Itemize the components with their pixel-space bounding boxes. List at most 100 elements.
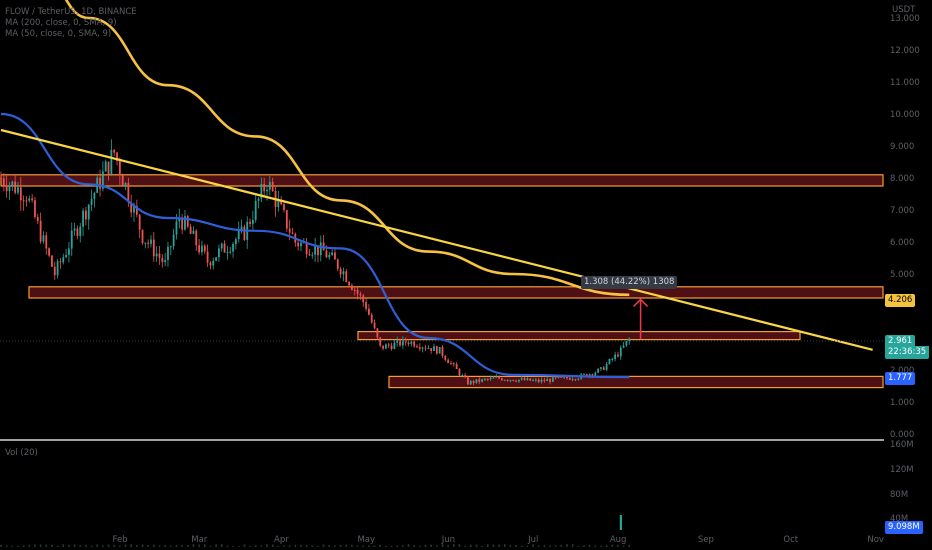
candle-body bbox=[31, 198, 34, 201]
candle-body bbox=[455, 364, 458, 370]
candle-body bbox=[130, 202, 133, 213]
candle-body bbox=[566, 376, 568, 379]
candle-body bbox=[540, 379, 543, 382]
candle-body bbox=[280, 200, 283, 205]
volume-bar bbox=[237, 545, 240, 547]
candle-body bbox=[138, 214, 141, 230]
candle-body bbox=[150, 239, 152, 244]
volume-bar bbox=[407, 544, 410, 547]
candle-body bbox=[574, 379, 577, 381]
measurement-tool[interactable] bbox=[633, 298, 649, 340]
volume-bar bbox=[73, 544, 76, 547]
volume-bar bbox=[5, 545, 8, 547]
candle-body bbox=[353, 289, 356, 291]
volume-bar bbox=[45, 544, 48, 547]
candle-body bbox=[441, 347, 444, 356]
ma50-legend[interactable]: MA (50, close, 0, SMA, 9) bbox=[5, 29, 112, 39]
volume-legend[interactable]: Vol (20) bbox=[5, 448, 38, 458]
volume-bar bbox=[300, 544, 302, 547]
candle-body bbox=[45, 235, 48, 249]
candle-body bbox=[220, 243, 223, 249]
candle-body bbox=[121, 175, 124, 186]
candle-body bbox=[56, 261, 59, 276]
volume-bar bbox=[549, 545, 551, 547]
candle-body bbox=[444, 355, 447, 360]
candle-body bbox=[458, 369, 461, 376]
ma200-legend[interactable]: MA (200, close, 0, SMA, 9) bbox=[5, 18, 117, 28]
y-tick-label: 10.000 bbox=[890, 110, 920, 120]
price-axis[interactable]: 13.000 12.000 11.000 10.000 9.000 8.000 7.000 6… bbox=[890, 14, 920, 524]
zone-rect-1[interactable] bbox=[0, 174, 884, 187]
volume-bar bbox=[328, 545, 331, 547]
volume-bar bbox=[119, 545, 121, 547]
candle-body bbox=[591, 374, 594, 376]
candle-body bbox=[351, 285, 353, 290]
descending-trendline[interactable] bbox=[0, 128, 873, 351]
candle-body bbox=[215, 257, 217, 261]
zone-rect-4[interactable] bbox=[388, 375, 884, 389]
y-tick-label: 2.000 bbox=[890, 366, 914, 376]
candle-body bbox=[509, 379, 512, 381]
candle-body bbox=[362, 295, 365, 303]
candle-body bbox=[421, 347, 424, 349]
candle-body bbox=[498, 376, 500, 379]
candle-body bbox=[5, 185, 8, 192]
candle-body bbox=[379, 337, 382, 346]
candle-body bbox=[192, 230, 195, 234]
candle-body bbox=[135, 205, 138, 215]
candle-body bbox=[155, 253, 158, 257]
ma50-line[interactable] bbox=[0, 112, 630, 379]
ma200-line[interactable] bbox=[41, 0, 630, 297]
volume-bar bbox=[158, 545, 161, 547]
volume-bar bbox=[322, 544, 325, 547]
candle-body bbox=[8, 185, 11, 192]
candle-body bbox=[560, 376, 563, 378]
candle-body bbox=[628, 338, 631, 342]
candle-body bbox=[107, 161, 110, 174]
candle-body bbox=[189, 226, 192, 234]
candle-body bbox=[206, 251, 209, 263]
candle-body bbox=[478, 379, 481, 382]
candle-body bbox=[167, 246, 169, 261]
candle-body bbox=[147, 242, 150, 244]
volume-bar bbox=[305, 545, 308, 547]
candle-body bbox=[87, 204, 90, 220]
candle-body bbox=[625, 341, 628, 346]
volume-bar bbox=[628, 544, 631, 547]
lines-layer bbox=[0, 0, 873, 379]
candle-body bbox=[464, 375, 467, 378]
symbol-title[interactable]: FLOW / TetherUS, 1D, BINANCE bbox=[5, 7, 137, 17]
y-tick-label: 6.000 bbox=[890, 238, 914, 248]
candle-body bbox=[447, 359, 450, 364]
volume-bar bbox=[526, 545, 529, 547]
candle-body bbox=[534, 379, 537, 381]
volume-bar bbox=[170, 545, 172, 547]
volume-bar bbox=[453, 544, 455, 547]
candle-body bbox=[110, 149, 113, 174]
volume-bar bbox=[181, 545, 183, 547]
y-tick-label: 13.000 bbox=[890, 14, 920, 24]
candle-body bbox=[492, 377, 495, 379]
volume-bar bbox=[28, 544, 31, 547]
candle-body bbox=[348, 281, 350, 286]
candle-body bbox=[99, 177, 101, 189]
candle-body bbox=[495, 376, 498, 378]
volume-bar bbox=[419, 545, 421, 547]
zone-rect-3[interactable] bbox=[357, 331, 801, 341]
volume-bar bbox=[611, 544, 614, 547]
zone-rect-2[interactable] bbox=[28, 286, 884, 299]
candle-body bbox=[461, 375, 464, 377]
candle-body bbox=[283, 204, 285, 211]
candle-body bbox=[101, 171, 104, 189]
candle-body bbox=[452, 363, 455, 365]
time-axis[interactable]: Feb Mar Apr May Jun Jul Aug Sep Oct Nov bbox=[113, 535, 884, 545]
volume-bar bbox=[311, 545, 314, 547]
candle-body bbox=[73, 228, 76, 231]
volume-bar bbox=[339, 544, 342, 547]
volume-bar bbox=[243, 544, 246, 547]
volume-bar bbox=[566, 544, 568, 547]
candle-body bbox=[254, 200, 257, 220]
volume-bar bbox=[486, 544, 489, 547]
candle-body bbox=[2, 178, 5, 186]
